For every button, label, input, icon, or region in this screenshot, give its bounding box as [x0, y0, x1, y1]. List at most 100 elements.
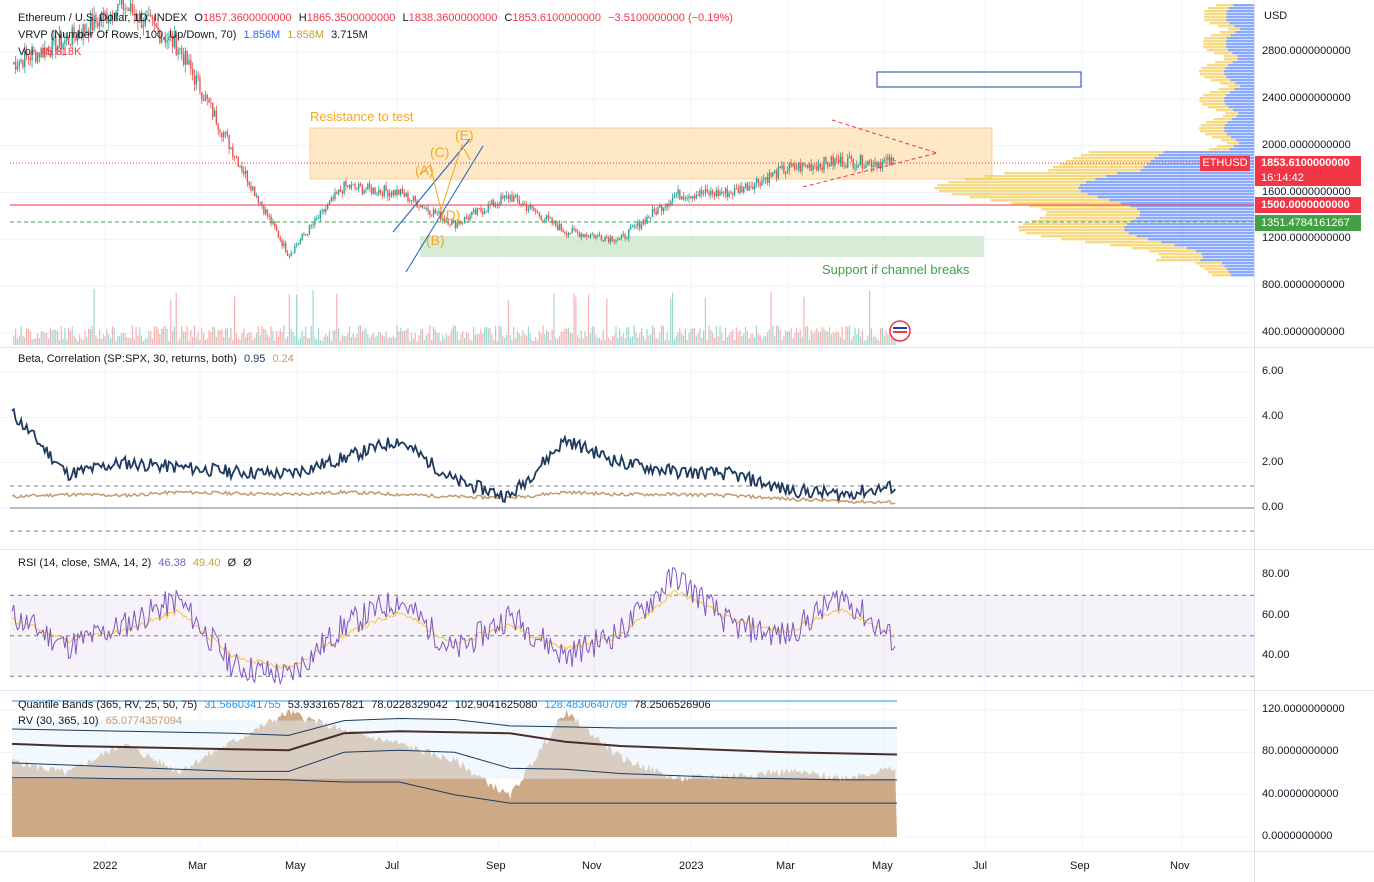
volume-bar	[644, 339, 646, 345]
volume-bar	[162, 327, 165, 345]
volume-bar	[535, 337, 537, 345]
profile-bar-up	[1232, 109, 1254, 112]
candle-body	[744, 183, 747, 188]
beta-pane	[0, 371, 1254, 532]
profile-bar-up	[1229, 91, 1254, 94]
volume-bar	[385, 331, 387, 345]
volume-bar	[292, 331, 294, 345]
profile-bar-up	[1230, 274, 1254, 277]
volume-bar	[308, 338, 311, 345]
volume-bar	[582, 338, 584, 345]
candle-body	[292, 252, 294, 254]
profile-bar-down	[1209, 22, 1230, 25]
profile-bar-up	[1202, 256, 1254, 259]
volume-bar	[799, 329, 801, 345]
candle-body	[795, 168, 798, 170]
volume-bar	[839, 336, 842, 345]
volume-bar	[427, 332, 429, 345]
candle-body	[701, 190, 703, 195]
symbol-title[interactable]: Ethereum / U.S. Dollar, 1D, INDEX	[18, 12, 188, 24]
volume-bar	[629, 337, 632, 345]
profile-bar-down	[1203, 94, 1227, 97]
candle-body	[294, 246, 296, 253]
resistance-label[interactable]: Resistance to test	[310, 109, 414, 124]
profile-bar-up	[1124, 226, 1254, 229]
candle-body	[582, 233, 584, 237]
pane-divider[interactable]	[0, 347, 1374, 348]
volume-bar	[679, 328, 681, 345]
profile-bar-down	[1209, 91, 1230, 94]
candle-body	[153, 19, 156, 24]
volume-bar	[365, 328, 367, 345]
volume-bar	[516, 330, 519, 345]
volume-bar	[485, 326, 488, 345]
candle-body	[135, 15, 137, 21]
volume-bar	[363, 330, 365, 345]
resistance-box	[309, 127, 993, 180]
vrvp-title[interactable]: VRVP (Number Of Rows, 100, Up/Down, 70)	[18, 29, 237, 41]
profile-bar-down	[1199, 127, 1224, 130]
candle-body	[148, 14, 150, 16]
profile-bar-down	[1131, 247, 1187, 250]
volume-bar	[31, 339, 33, 345]
volume-bar	[712, 332, 714, 345]
candle-body	[458, 222, 460, 224]
candle-body	[712, 190, 714, 194]
volume-bar	[465, 331, 467, 345]
volume-bar	[609, 340, 612, 345]
volume-bar	[763, 335, 765, 345]
volume-bar	[389, 336, 391, 345]
volume-bar	[803, 296, 805, 345]
volume-bar	[688, 332, 690, 345]
candle-body	[646, 216, 648, 224]
qb-title[interactable]: Quantile Bands (365, RV, 25, 50, 75)	[18, 699, 198, 711]
volume-bar	[728, 334, 730, 345]
volume-bar	[130, 338, 132, 345]
volume-bar	[460, 333, 462, 345]
wave-c-label[interactable]: (C)	[430, 144, 450, 160]
rv-title[interactable]: RV (30, 365, 10)	[18, 715, 99, 727]
rsi-title[interactable]: RSI (14, close, SMA, 14, 2)	[18, 557, 152, 569]
candle-body	[18, 61, 20, 67]
volume-bar	[766, 332, 769, 345]
candle-body	[626, 238, 628, 240]
pane-divider[interactable]	[0, 690, 1374, 691]
volume-bar	[400, 328, 402, 345]
profile-bar-down	[1073, 157, 1155, 160]
candle-body	[330, 197, 333, 202]
pane-divider[interactable]	[0, 549, 1374, 550]
profile-bar-up	[1200, 259, 1254, 262]
volume-bar	[150, 331, 152, 345]
profile-bar-down	[1065, 160, 1151, 163]
volume-bar	[695, 335, 697, 345]
volume-bar	[721, 332, 723, 345]
support-label[interactable]: Support if channel breaks	[822, 262, 970, 277]
profile-bar-down	[1031, 220, 1132, 223]
wave-d-label[interactable]: (D)	[441, 207, 461, 223]
candle-body	[567, 232, 570, 236]
candle-body	[390, 192, 393, 196]
volume-bar	[498, 325, 500, 345]
volume-bar	[164, 326, 166, 345]
candle-body	[222, 132, 225, 137]
candle-body	[465, 216, 468, 219]
candle-body	[480, 208, 482, 212]
candle-body	[22, 59, 24, 68]
wave-b-label[interactable]: (B)	[426, 232, 445, 248]
volume-bar	[166, 328, 168, 345]
high-value: 1865.3500000000	[306, 12, 396, 24]
volume-bar	[830, 334, 832, 345]
symbol-tag: ETHUSD	[1200, 156, 1250, 171]
candle-body	[724, 188, 727, 194]
volume-bar	[182, 331, 185, 345]
candle-body	[314, 218, 316, 225]
wave-a-label[interactable]: (A)	[415, 162, 434, 178]
candle-body	[255, 195, 258, 197]
profile-bar-down	[1200, 130, 1225, 133]
beta-title[interactable]: Beta, Correlation (SP:SPX, 30, returns, …	[18, 353, 237, 365]
profile-bar-up	[1226, 94, 1254, 97]
wave-e-label[interactable]: (E)	[455, 127, 474, 143]
volume-bar	[848, 325, 851, 345]
volume-bar	[666, 332, 668, 345]
